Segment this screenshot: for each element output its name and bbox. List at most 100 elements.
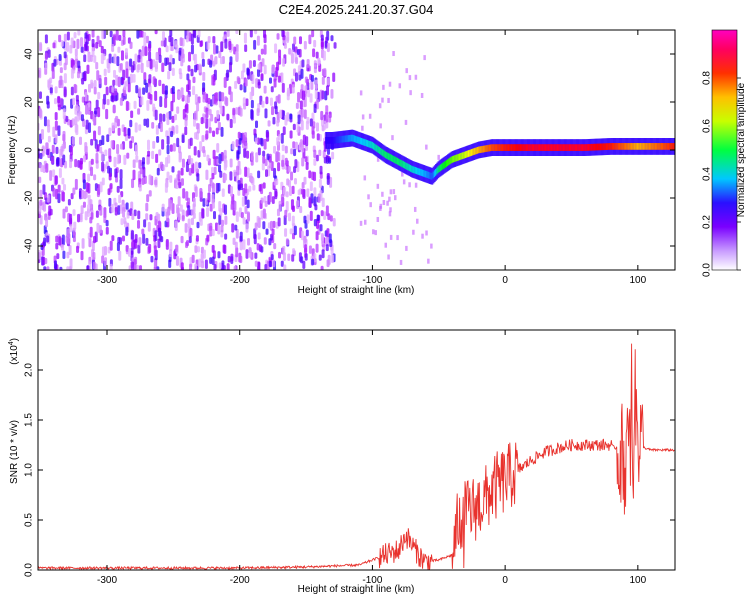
heatmap-cell <box>137 220 141 229</box>
heatmap-cell <box>292 123 296 131</box>
heatmap-cell <box>152 76 156 85</box>
heatmap-cell <box>193 30 197 39</box>
heatmap-cell <box>420 169 423 176</box>
heatmap-cell <box>101 161 105 172</box>
heatmap-cell <box>109 183 113 190</box>
heatmap-cell <box>87 183 91 194</box>
heatmap-cell <box>320 34 324 41</box>
heatmap-cell <box>353 135 356 143</box>
heatmap-cell <box>326 30 330 41</box>
heatmap-cell <box>188 51 192 62</box>
heatmap-cell <box>189 263 193 270</box>
heatmap-cell <box>192 76 196 84</box>
heatmap-cell <box>325 111 329 123</box>
heatmap-cell <box>191 162 195 174</box>
heatmap-cell <box>68 244 72 256</box>
heatmap-cell <box>156 136 160 143</box>
heatmap-cell <box>39 152 43 160</box>
heatmap-cell <box>146 194 150 203</box>
snr-xlabel: Height of straight line (km) <box>298 584 415 595</box>
x-tick-label: -200 <box>230 275 250 286</box>
x-tick-label: -100 <box>362 575 382 586</box>
heatmap-cell <box>213 210 217 220</box>
heatmap-cell <box>180 235 184 244</box>
heatmap-cell <box>304 244 308 253</box>
heatmap-cell <box>101 255 105 264</box>
heatmap-cell <box>148 190 152 197</box>
heatmap-cell <box>431 172 434 180</box>
heatmap-cell <box>341 135 344 143</box>
heatmap-cell <box>249 91 253 100</box>
heatmap-cell <box>194 186 198 198</box>
heatmap-cell <box>86 64 90 75</box>
heatmap-cell <box>415 167 418 175</box>
heatmap-cell <box>103 93 107 105</box>
heatmap-cell <box>313 149 317 158</box>
heatmap-cell <box>99 181 103 193</box>
heatmap-cell <box>330 35 334 42</box>
heatmap-cell <box>325 205 329 217</box>
heatmap-cell <box>306 78 310 85</box>
heatmap-cell <box>109 263 113 270</box>
heatmap-cell <box>171 86 175 95</box>
heatmap-cell <box>39 199 43 206</box>
heatmap-cell <box>57 104 61 111</box>
heatmap-cell <box>291 254 295 262</box>
heatmap-cell <box>38 176 42 184</box>
heatmap-cell <box>166 144 170 155</box>
heatmap-cell <box>382 200 386 206</box>
heatmap-cell <box>142 166 146 178</box>
heatmap-cell <box>311 130 315 139</box>
heatmap-cell <box>294 46 298 54</box>
heatmap-cell <box>93 174 97 181</box>
heatmap-cell <box>528 144 531 151</box>
heatmap-cell <box>107 62 111 74</box>
heatmap-cell <box>219 170 223 178</box>
heatmap-cell <box>515 144 517 151</box>
heatmap-cell <box>269 77 273 84</box>
heatmap-cell <box>125 244 129 252</box>
heatmap-cell <box>601 143 603 151</box>
spectrogram-xlabel: Height of straight line (km) <box>298 285 415 296</box>
heatmap-cell <box>99 146 103 154</box>
heatmap-cell <box>98 225 102 234</box>
heatmap-cell <box>117 76 121 88</box>
heatmap-cell <box>329 137 332 144</box>
heatmap-cell <box>207 97 211 105</box>
heatmap-cell <box>326 77 330 86</box>
heatmap-cell <box>75 124 79 136</box>
heatmap-cell <box>146 156 150 166</box>
heatmap-cell <box>157 227 161 237</box>
heatmap-cell <box>114 206 118 216</box>
heatmap-cell <box>193 118 197 127</box>
heatmap-cell <box>72 97 76 106</box>
heatmap-cell <box>289 130 293 139</box>
heatmap-cell <box>63 33 67 42</box>
heatmap-cell <box>293 36 297 45</box>
heatmap-cell <box>321 76 325 85</box>
heatmap-cell <box>322 50 326 61</box>
heatmap-cell <box>253 128 257 136</box>
heatmap-cell <box>121 235 125 242</box>
heatmap-cell <box>382 149 385 157</box>
heatmap-cell <box>170 130 174 138</box>
heatmap-cell <box>320 110 324 121</box>
heatmap-cell <box>207 192 211 203</box>
heatmap-cell <box>137 63 141 71</box>
heatmap-cell <box>513 144 516 151</box>
heatmap-cell <box>258 184 262 192</box>
heatmap-cell <box>127 76 131 85</box>
heatmap-cell <box>59 266 63 270</box>
heatmap-cell <box>103 214 107 224</box>
snr-panel: -300 -200 -100 0 100 0.0 0.5 1.0 1.5 2.0 Height o… <box>8 329 676 595</box>
heatmap-cell <box>213 57 217 64</box>
heatmap-cell <box>93 130 97 141</box>
heatmap-cell <box>260 48 264 55</box>
snr-ylabel: SNR (10 * v/v) <box>9 420 20 484</box>
heatmap-cell <box>237 180 241 190</box>
heatmap-cell <box>485 145 488 153</box>
heatmap-cell <box>126 211 130 219</box>
heatmap-cell <box>110 140 114 149</box>
heatmap-cell <box>108 53 112 64</box>
heatmap-cell <box>253 234 257 245</box>
